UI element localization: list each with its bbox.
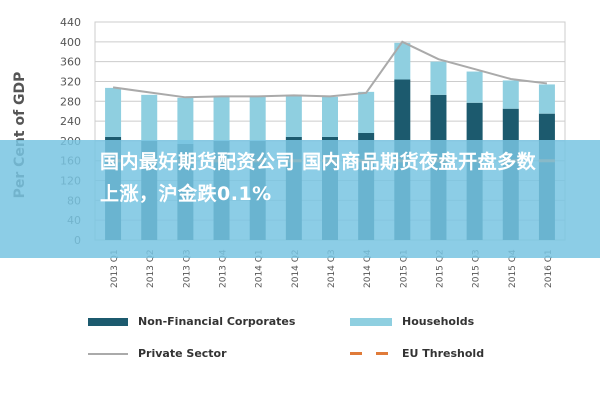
y-tick-label: 400 xyxy=(60,36,81,49)
x-tick-label: 2013 Q2 xyxy=(146,249,156,288)
x-tick-label: 2014 Q2 xyxy=(291,249,301,288)
x-tick-label: 2014 Q3 xyxy=(327,249,337,288)
banner-line-1: 国内最好期货配资公司 国内商品期货夜盘开盘多数 xyxy=(100,151,537,173)
x-tick-label: 2014 Q1 xyxy=(255,249,265,288)
bar-households xyxy=(466,71,483,103)
x-tick-label: 2016 Q1 xyxy=(544,249,554,288)
bar-households xyxy=(285,94,302,137)
legend-swatch xyxy=(350,317,392,326)
legend-item-3: EU Threshold xyxy=(350,347,484,360)
line-private-sector xyxy=(112,40,548,99)
legend-item-2: Private Sector xyxy=(88,347,227,360)
y-tick-label: 320 xyxy=(60,75,81,88)
x-tick-label: 2015 Q1 xyxy=(399,249,409,288)
x-tick-label: 2015 Q2 xyxy=(435,249,445,288)
bar-households xyxy=(430,61,447,95)
x-tick-label: 2014 Q4 xyxy=(363,249,373,288)
y-tick-label: 440 xyxy=(60,16,81,29)
bar-households xyxy=(502,80,519,109)
banner-line-2: 上涨，沪金跌0.1% xyxy=(100,183,272,205)
y-tick-label: 360 xyxy=(60,56,81,69)
legend-swatch xyxy=(350,352,392,355)
bar-households xyxy=(105,87,122,137)
legend-swatch xyxy=(88,317,128,326)
x-tick-label: 2013 Q3 xyxy=(182,249,192,288)
bar-households xyxy=(358,91,375,133)
bar-households xyxy=(322,96,338,137)
legend-item-1: Households xyxy=(350,315,474,328)
bar-households xyxy=(177,97,194,144)
bar-households xyxy=(394,42,411,80)
x-tick-label: 2013 Q1 xyxy=(110,249,120,288)
legend-label: EU Threshold xyxy=(402,347,485,360)
x-tick-label: 2015 Q4 xyxy=(508,249,518,288)
bar-households xyxy=(141,94,158,141)
x-tick-label: 2015 Q3 xyxy=(472,249,482,288)
legend-swatch xyxy=(88,352,128,355)
y-tick-label: 240 xyxy=(60,115,81,128)
legend-label: Private Sector xyxy=(138,347,227,360)
bar-households xyxy=(213,96,230,141)
x-tick-label: 2013 Q4 xyxy=(219,249,229,288)
legend-label: Households xyxy=(402,315,475,328)
legend-item-0: Non-Financial Corporates xyxy=(88,315,295,328)
bar-households xyxy=(249,96,266,141)
overlay-banner: 国内最好期货配资公司 国内商品期货夜盘开盘多数 上涨，沪金跌0.1% xyxy=(0,140,600,258)
bar-households xyxy=(538,84,555,114)
legend-label: Non-Financial Corporates xyxy=(138,315,296,328)
y-tick-label: 280 xyxy=(60,95,81,108)
